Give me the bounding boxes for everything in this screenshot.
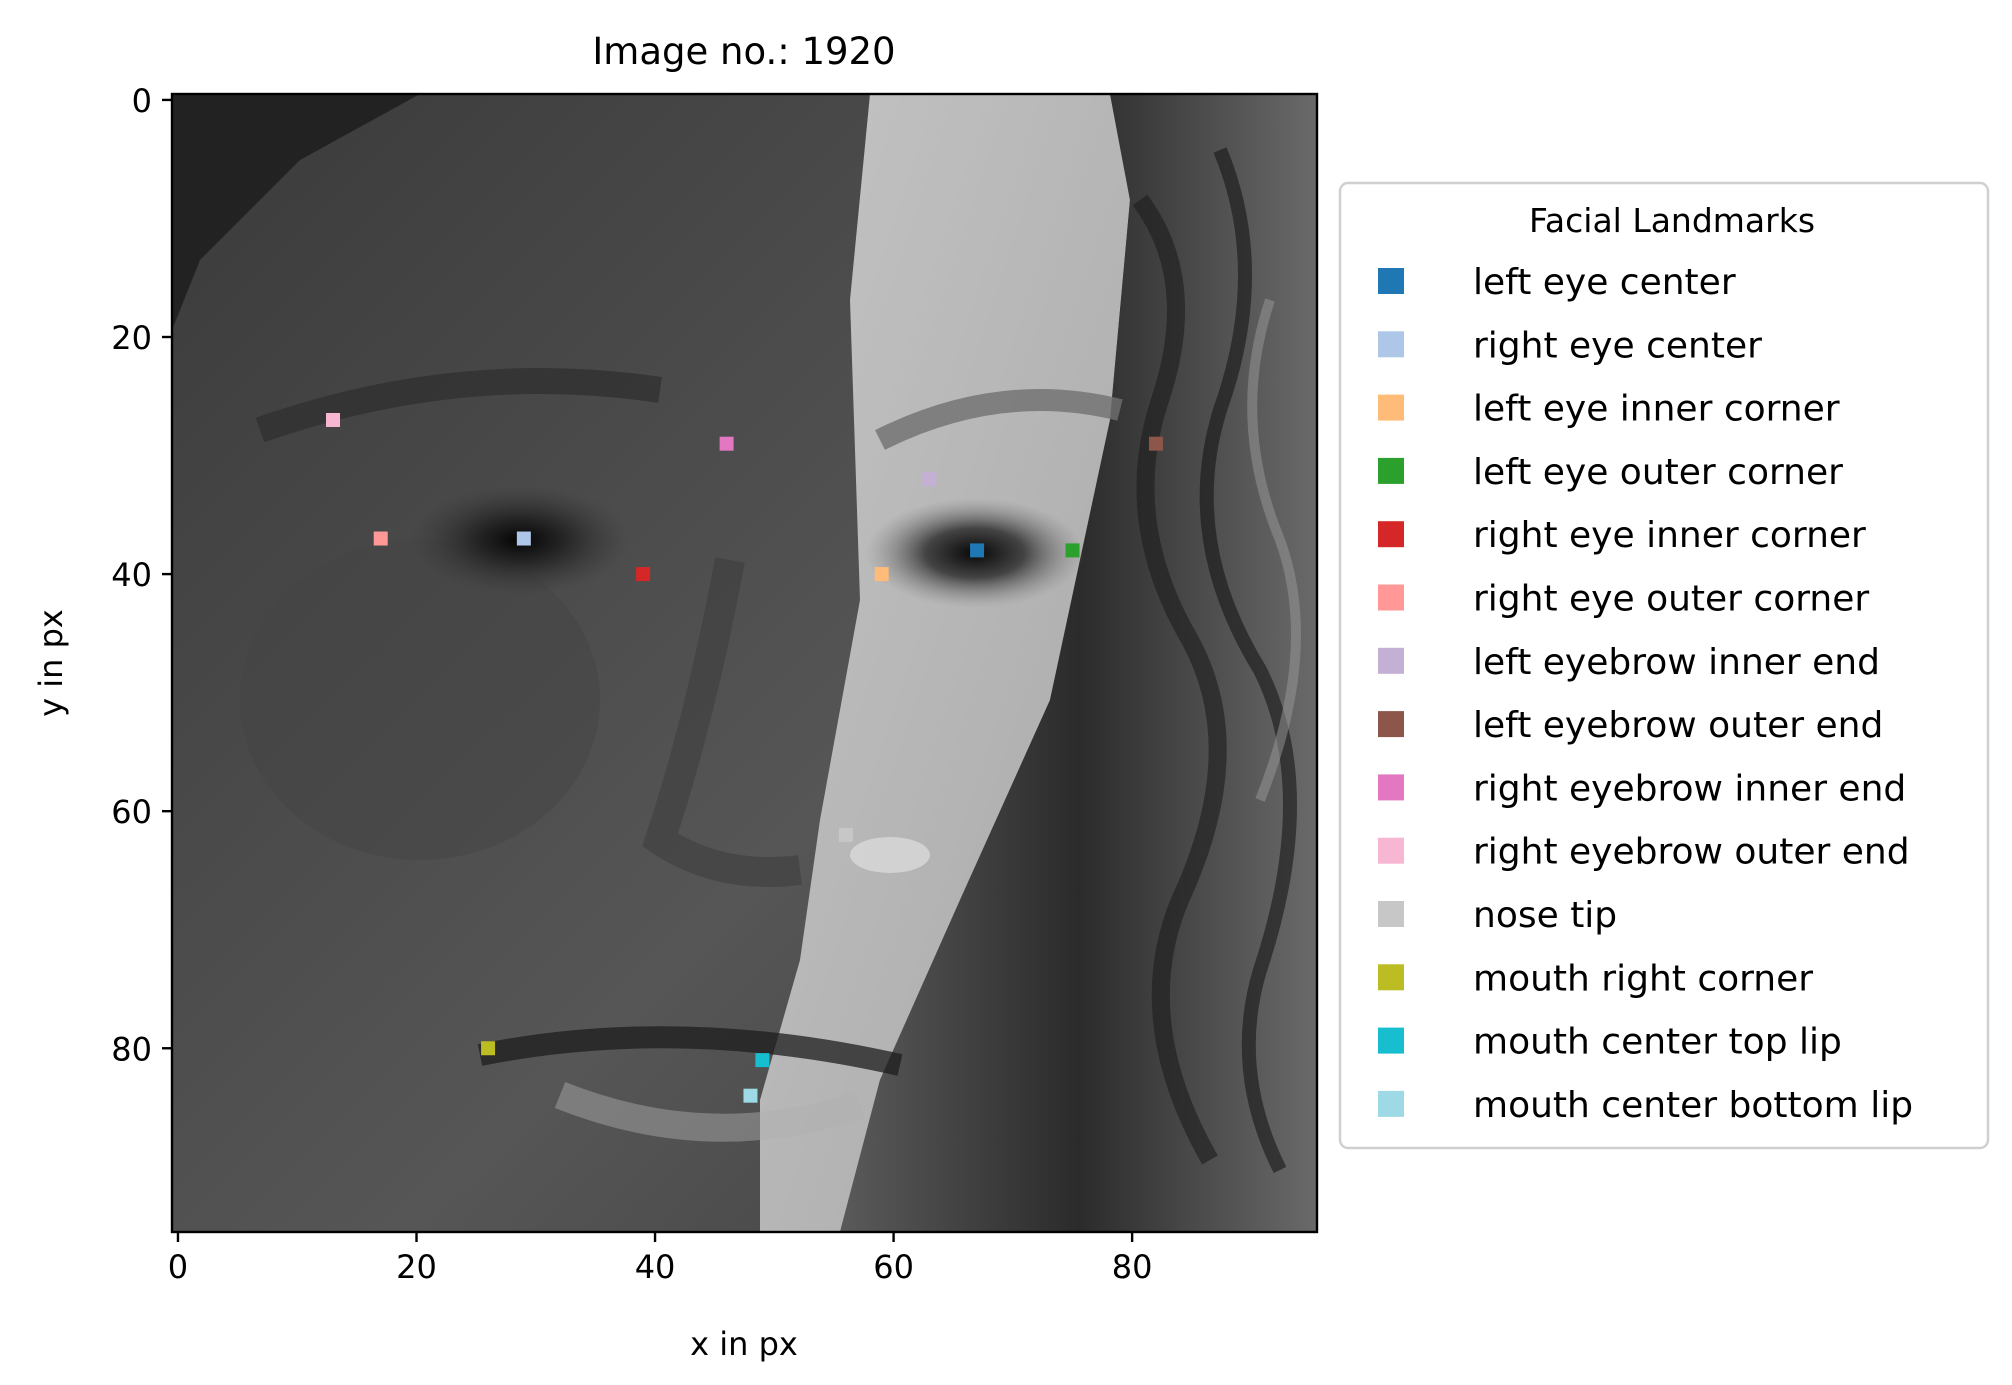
legend-label-6: left eyebrow inner end [1473, 642, 1880, 683]
legend-swatch-13 [1378, 1090, 1404, 1117]
landmark-marker-7 [1148, 436, 1163, 451]
x-tick-label: 80 [1112, 1248, 1153, 1286]
legend-label-7: left eyebrow outer end [1473, 705, 1883, 746]
legend-swatch-10 [1378, 901, 1404, 927]
landmark-marker-0 [970, 543, 985, 558]
landmark-marker-4 [636, 567, 651, 582]
legend-swatch-11 [1378, 964, 1404, 991]
legend-swatch-5 [1378, 584, 1404, 611]
legend-items: left eye center right eye center left eye … [1378, 262, 1913, 1126]
legend-label-2: left eye inner corner [1473, 389, 1840, 430]
legend: Facial Landmarks left eye center right ey… [1338, 181, 1990, 1150]
legend-label-4: right eye inner corner [1473, 515, 1866, 556]
y-axis-ticks: 0 20 40 60 80 [111, 82, 172, 1068]
legend-swatch-1 [1378, 331, 1404, 358]
x-tick-label: 40 [635, 1248, 676, 1286]
y-tick-label: 80 [111, 1030, 152, 1068]
legend-label-10: nose tip [1473, 895, 1617, 936]
x-tick-label: 20 [396, 1248, 437, 1286]
y-tick-label: 40 [111, 556, 152, 594]
legend-swatch-7 [1378, 711, 1404, 738]
legend-swatch-12 [1378, 1027, 1404, 1054]
face-photo-image [172, 94, 1317, 1232]
x-axis-ticks: 0 20 40 60 80 [168, 1232, 1153, 1286]
y-tick-label: 60 [111, 793, 152, 831]
legend-swatch-6 [1378, 647, 1404, 674]
landmark-marker-3 [1065, 543, 1080, 558]
landmark-marker-1 [516, 531, 531, 546]
landmark-marker-12 [755, 1053, 770, 1068]
landmark-marker-8 [719, 436, 734, 451]
x-tick-label: 0 [168, 1248, 188, 1286]
landmark-marker-6 [922, 472, 937, 487]
legend-swatch-0 [1378, 268, 1404, 294]
y-tick-label: 20 [111, 319, 152, 357]
y-axis-label: y in px [32, 609, 70, 717]
landmark-marker-9 [326, 412, 341, 427]
legend-swatch-9 [1378, 837, 1404, 864]
landmark-marker-2 [874, 567, 889, 582]
legend-label-3: left eye outer corner [1473, 452, 1843, 493]
legend-label-12: mouth center top lip [1473, 1022, 1842, 1063]
legend-label-0: left eye center [1473, 262, 1736, 303]
legend-swatch-3 [1378, 457, 1404, 484]
legend-title: Facial Landmarks [1529, 201, 1815, 240]
landmark-markers [326, 412, 1163, 1103]
legend-box [1338, 181, 1990, 1150]
legend-label-1: right eye center [1473, 325, 1762, 366]
chart-title: Image no.: 1920 [592, 30, 895, 73]
landmark-marker-10 [838, 827, 853, 842]
legend-label-13: mouth center bottom lip [1473, 1085, 1913, 1126]
legend-label-11: mouth right corner [1473, 958, 1813, 999]
legend-label-9: right eyebrow outer end [1473, 832, 1910, 873]
plot-area-frame [170, 92, 1319, 1234]
legend-label-8: right eyebrow inner end [1473, 768, 1906, 809]
legend-swatch-4 [1378, 521, 1404, 548]
x-tick-label: 60 [873, 1248, 914, 1286]
landmark-marker-5 [373, 531, 388, 546]
landmark-marker-11 [481, 1041, 496, 1056]
x-axis-label: x in px [690, 1325, 798, 1363]
landmark-marker-13 [743, 1088, 758, 1103]
legend-swatch-2 [1378, 394, 1404, 421]
legend-swatch-8 [1378, 774, 1404, 801]
legend-label-5: right eye outer corner [1473, 579, 1869, 620]
y-tick-label: 0 [132, 82, 152, 120]
